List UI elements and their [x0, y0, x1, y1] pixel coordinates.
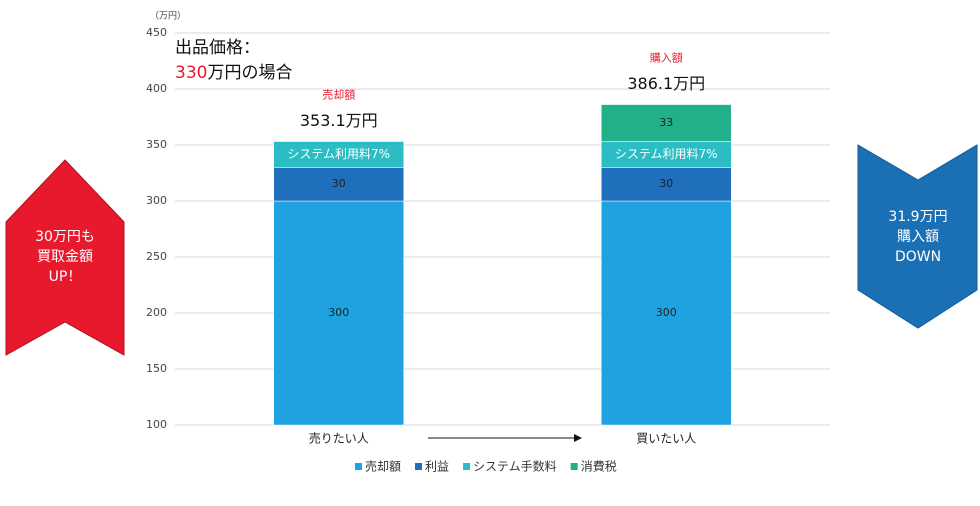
chart-subtitle: 330万円の場合 — [175, 63, 292, 83]
bar-segment — [601, 104, 732, 142]
chart-title: 出品価格： — [175, 38, 260, 58]
bar-segment — [601, 141, 732, 168]
subtitle-highlight: 330 — [175, 63, 207, 83]
y-unit: （万円） — [150, 11, 186, 22]
legend-label: 利益 — [425, 460, 449, 474]
y-tick-label: 450 — [146, 26, 167, 39]
subtitle-text: 万円の場合 — [207, 63, 292, 83]
legend-label: システム手数料 — [473, 459, 557, 474]
legend-swatch — [415, 463, 423, 470]
y-tick-label: 400 — [146, 82, 167, 95]
data-label: システム利用料7% — [287, 147, 390, 161]
y-tick-label: 200 — [146, 306, 167, 319]
callout-text: 30万円も — [35, 229, 95, 245]
data-label: 33 — [659, 116, 673, 129]
callout-text: DOWN — [895, 249, 941, 265]
bar-segment — [601, 200, 732, 426]
data-label: 30 — [659, 177, 673, 190]
callout-text: 買取金額 — [37, 249, 93, 265]
x-tick-label: 売りたい人 — [309, 431, 369, 446]
data-label: 30 — [332, 177, 346, 190]
bar-label-name: 購入額 — [650, 51, 683, 65]
bar-label-total: 353.1万円 — [300, 111, 378, 130]
bar-segment — [601, 167, 732, 202]
callout-right — [857, 144, 978, 329]
data-label: 300 — [656, 306, 677, 319]
callout-left — [5, 159, 125, 356]
data-label: システム利用料7% — [615, 147, 718, 161]
y-tick-label: 250 — [146, 250, 167, 263]
bar-segment — [273, 200, 404, 426]
callout-text: UP！ — [49, 269, 82, 285]
legend-label: 売却額 — [365, 459, 401, 474]
callout-text: 購入額 — [897, 229, 939, 245]
callout-text: 31.9万円 — [888, 209, 947, 225]
bar-segment — [273, 167, 404, 202]
legend-swatch — [463, 463, 471, 470]
bar-label-total: 386.1万円 — [627, 74, 705, 93]
y-tick-label: 150 — [146, 362, 167, 375]
x-tick-label: 買いたい人 — [636, 432, 696, 446]
flow-arrow-head — [574, 434, 582, 442]
legend-swatch — [570, 463, 578, 470]
y-tick-label: 350 — [146, 138, 167, 151]
bar-label-name: 売却額 — [322, 89, 355, 102]
y-tick-label: 100 — [146, 418, 167, 431]
bar-segment — [273, 141, 404, 168]
data-label: 300 — [328, 306, 349, 319]
legend-swatch — [355, 463, 362, 470]
legend-label: 消費税 — [581, 459, 617, 474]
y-tick-label: 300 — [146, 194, 167, 207]
